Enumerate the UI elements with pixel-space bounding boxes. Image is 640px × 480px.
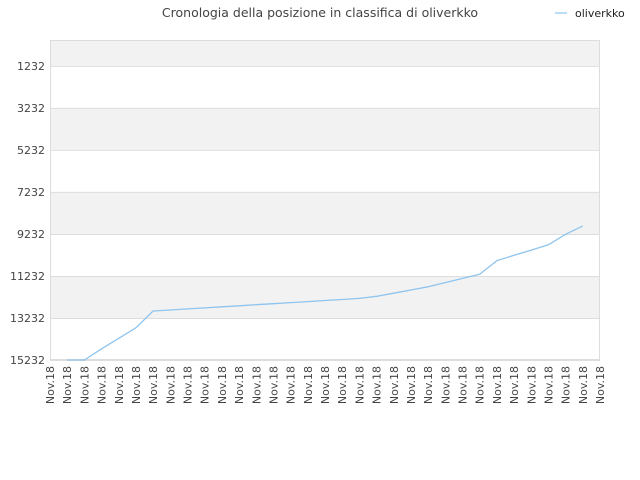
x-tick-label: Nov.18: [577, 366, 590, 404]
y-tick-label: 11232: [10, 270, 45, 283]
y-tick-label: 13232: [10, 312, 45, 325]
x-tick-label: Nov.18: [319, 366, 332, 404]
x-tick-label: Nov.18: [78, 366, 91, 404]
x-tick-label: Nov.18: [422, 366, 435, 404]
x-tick-label: Nov.18: [182, 366, 195, 404]
x-tick-label: Nov.18: [336, 366, 349, 404]
plot-border: [50, 40, 600, 360]
legend-label-oliverkko[interactable]: oliverkko: [575, 7, 625, 20]
x-tick-label: Nov.18: [474, 366, 487, 404]
y-tick-label: 15232: [10, 354, 45, 367]
x-tick-label: Nov.18: [388, 366, 401, 404]
x-tick-label: Nov.18: [353, 366, 366, 404]
y-tick-label: 5232: [17, 144, 45, 157]
background-band: [50, 149, 600, 192]
background-band: [50, 40, 600, 66]
background-band: [50, 191, 600, 234]
x-tick-label: Nov.18: [233, 366, 246, 404]
x-tick-label: Nov.18: [594, 366, 607, 404]
x-tick-label: Nov.18: [302, 366, 315, 404]
x-tick-label: Nov.18: [491, 366, 504, 404]
background-band: [50, 65, 600, 108]
x-tick-label: Nov.18: [130, 366, 143, 404]
x-tick-label: Nov.18: [113, 366, 126, 404]
x-axis: Nov.18 Nov.18 Nov.18 Nov.18 Nov.18 Nov.18 Nov.…: [44, 366, 607, 404]
background-band: [50, 107, 600, 150]
x-tick-label: Nov.18: [250, 366, 263, 404]
grid-lines: [50, 65, 600, 361]
x-tick-label: Nov.18: [439, 366, 452, 404]
x-tick-label: Nov.18: [267, 366, 280, 404]
x-tick-label: Nov.18: [508, 366, 521, 404]
background-band: [50, 317, 600, 360]
y-tick-label: 9232: [17, 228, 45, 241]
y-tick-label: 7232: [17, 186, 45, 199]
x-tick-label: Nov.18: [164, 366, 177, 404]
chart-title: Cronologia della posizione in classifica…: [162, 5, 478, 20]
y-tick-label: 1232: [17, 60, 45, 73]
x-tick-label: Nov.18: [285, 366, 298, 404]
x-tick-label: Nov.18: [44, 366, 57, 404]
background-band: [50, 233, 600, 276]
background-bands: [50, 40, 600, 360]
x-tick-label: Nov.18: [199, 366, 212, 404]
x-tick-label: Nov.18: [457, 366, 470, 404]
y-tick-label: 3232: [17, 102, 45, 115]
series-layer: [67, 225, 584, 361]
x-tick-label: Nov.18: [61, 366, 74, 404]
x-tick-label: Nov.18: [542, 366, 555, 404]
x-tick-label: Nov.18: [147, 366, 160, 404]
x-tick-label: Nov.18: [560, 366, 573, 404]
x-tick-label: Nov.18: [216, 366, 229, 404]
x-tick-label: Nov.18: [96, 366, 109, 404]
x-tick-label: Nov.18: [525, 366, 538, 404]
background-band: [50, 275, 600, 318]
x-tick-label: Nov.18: [405, 366, 418, 404]
series-line-oliverkko: [67, 225, 584, 361]
x-tick-label: Nov.18: [371, 366, 384, 404]
y-axis: 1232 3232 5232 7232 9232 11232 13232 15232: [10, 60, 45, 367]
